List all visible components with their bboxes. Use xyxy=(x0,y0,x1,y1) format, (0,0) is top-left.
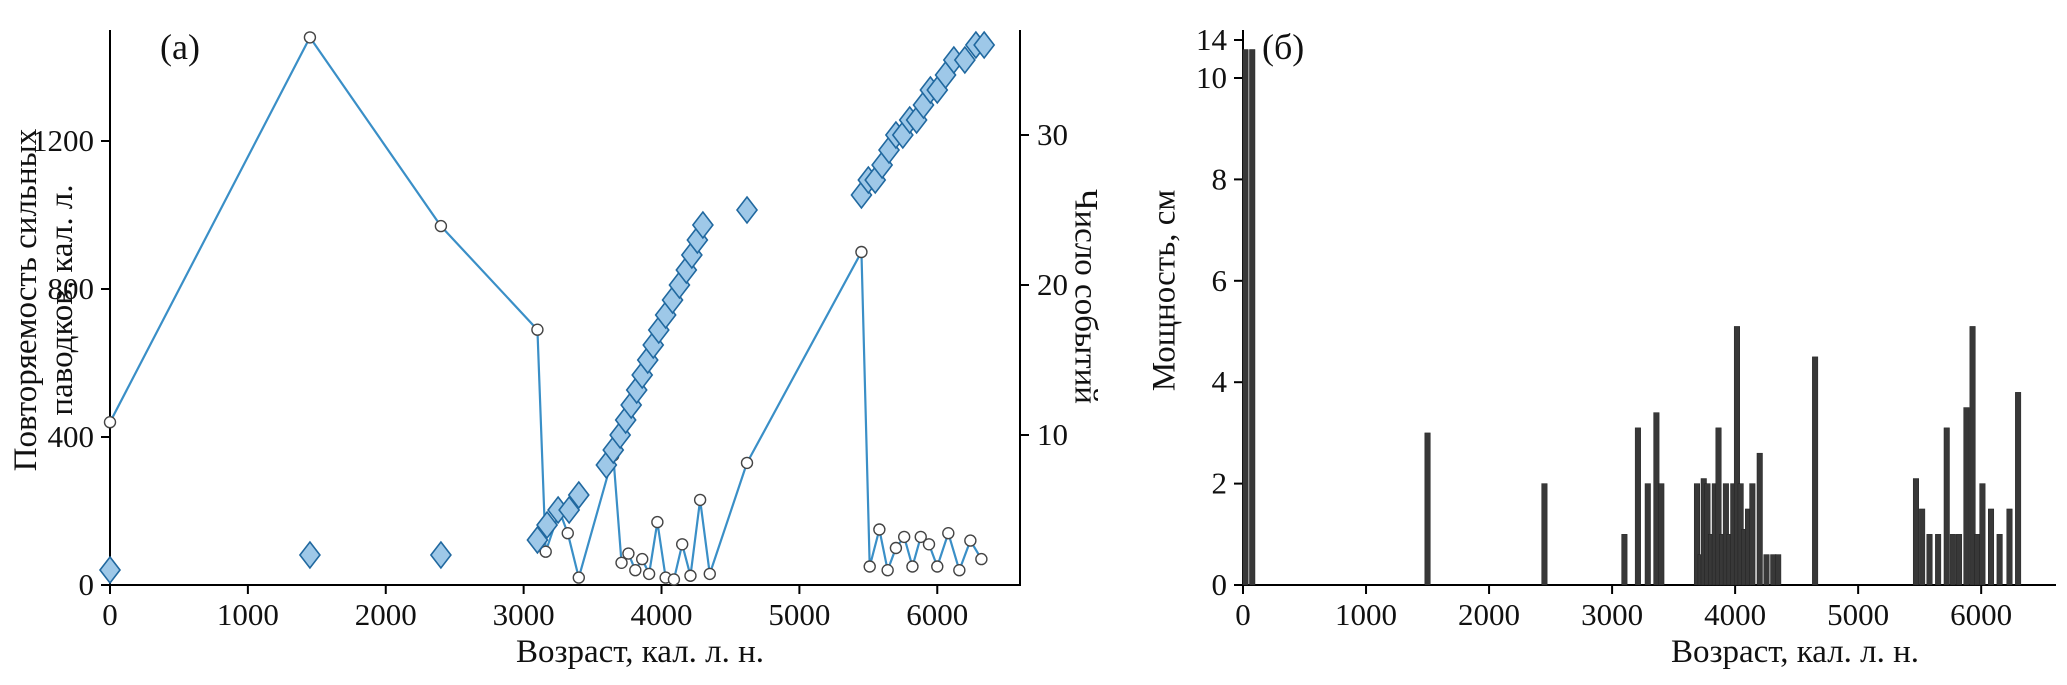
svg-text:4: 4 xyxy=(1212,364,1228,399)
svg-text:400: 400 xyxy=(48,419,95,454)
svg-text:1200: 1200 xyxy=(32,123,94,158)
flood-recurrence-line-series xyxy=(103,31,988,586)
svg-text:3000: 3000 xyxy=(1581,597,1643,632)
svg-text:4000: 4000 xyxy=(1704,597,1766,632)
panel-b-axis-title: Мощность, см xyxy=(1146,189,1183,392)
panel-a-label: (а) xyxy=(160,27,200,67)
svg-text:14: 14 xyxy=(1196,22,1228,57)
panel-a-xaxis-title: Возраст, кал. л. н. xyxy=(515,634,765,670)
svg-text:20: 20 xyxy=(1037,267,1068,302)
panel-a-left-axis-title-line2: паводков, кал. л. xyxy=(44,184,80,416)
svg-text:2000: 2000 xyxy=(355,597,417,632)
svg-text:2: 2 xyxy=(1212,466,1228,501)
svg-text:3000: 3000 xyxy=(493,597,555,632)
panel-a-left-axis-title: Повторяемость сильных паводков, кал. л. xyxy=(8,40,80,560)
panel-a-axes: 0 1000 2000 3000 4000 5000 6000 0 400 800 1200 10 20… xyxy=(32,30,1068,632)
svg-text:0: 0 xyxy=(1212,567,1228,602)
panel-b-label: (б) xyxy=(1262,27,1305,67)
svg-text:0: 0 xyxy=(102,597,118,632)
event-count-diamond-series xyxy=(98,30,996,585)
svg-text:4000: 4000 xyxy=(631,597,693,632)
panel-b-xaxis-title: Возраст, кал. л. н. xyxy=(1670,634,1920,670)
panel-a-right-axis-title: Число событий xyxy=(1067,189,1104,404)
svg-text:0: 0 xyxy=(1235,597,1251,632)
svg-text:6: 6 xyxy=(1212,263,1228,298)
svg-text:1000: 1000 xyxy=(1335,597,1397,632)
panel-a-left-axis-title-line1: Повторяемость сильных xyxy=(8,128,44,472)
svg-text:5000: 5000 xyxy=(1827,597,1889,632)
svg-text:0: 0 xyxy=(79,567,95,602)
svg-text:10: 10 xyxy=(1037,417,1068,452)
svg-text:1000: 1000 xyxy=(217,597,279,632)
svg-text:30: 30 xyxy=(1037,117,1068,152)
svg-text:800: 800 xyxy=(48,271,95,306)
svg-text:6000: 6000 xyxy=(906,597,968,632)
svg-text:2000: 2000 xyxy=(1458,597,1520,632)
thickness-bar-series xyxy=(1242,49,2022,586)
svg-text:6000: 6000 xyxy=(1950,597,2012,632)
svg-text:8: 8 xyxy=(1212,161,1228,196)
svg-text:10: 10 xyxy=(1196,60,1227,95)
svg-text:5000: 5000 xyxy=(768,597,830,632)
